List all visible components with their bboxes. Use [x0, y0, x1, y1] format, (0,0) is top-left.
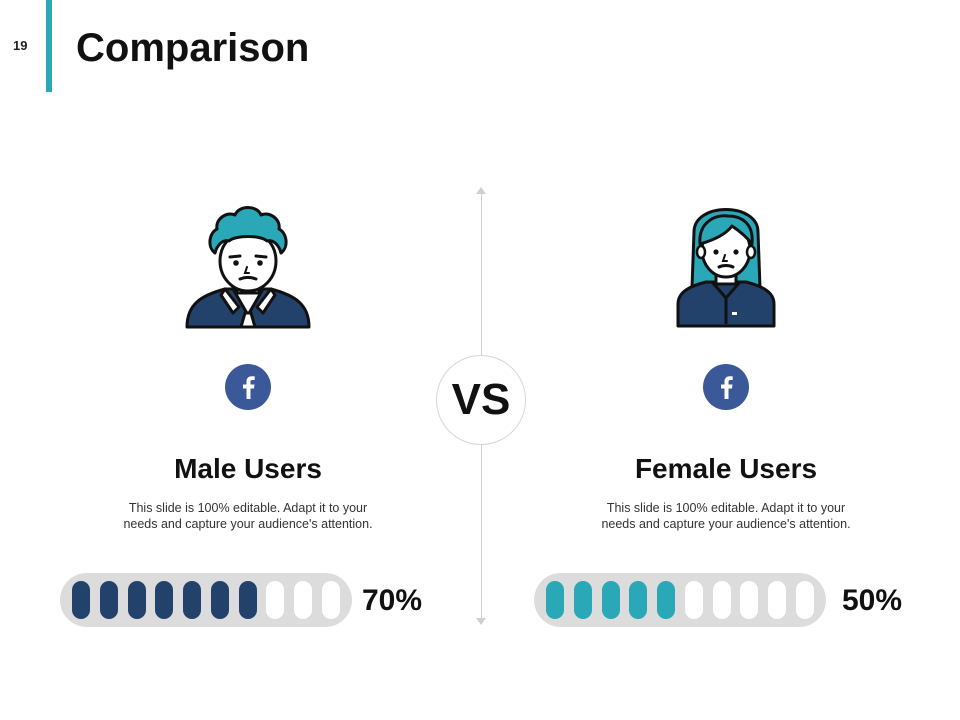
female-progress-empty-segment: [712, 581, 731, 619]
male-progress-filled-segment: [72, 581, 90, 619]
female-progress-filled-segment: [601, 581, 620, 619]
male-progress-empty-segment: [266, 581, 285, 619]
male-facebook-icon: [225, 364, 271, 410]
male-percent-label: 70%: [362, 584, 423, 617]
female-description-line-2: needs and capture your audience's attent…: [601, 517, 851, 531]
female-progress-filled-segment: [546, 581, 564, 619]
female-card-title: Female Users: [634, 453, 818, 484]
male-progress-filled-segment: [155, 581, 174, 619]
female-user-avatar: [676, 208, 776, 328]
male-progress-bar: [60, 573, 352, 627]
male-card-description: This slide is 100% editable. Adapt it to…: [88, 500, 408, 532]
female-description-line-1: This slide is 100% editable. Adapt it to…: [606, 501, 846, 515]
male-progress-filled-segment: [238, 581, 257, 619]
female-progress-empty-segment: [768, 581, 787, 619]
female-progress-empty-segment: [795, 581, 814, 619]
facebook-icon: [703, 364, 749, 410]
arrow-up-icon: [476, 187, 486, 194]
female-facebook-icon: [703, 364, 749, 410]
female-progress-empty-segment: [740, 581, 759, 619]
female-progress-filled-segment: [573, 581, 592, 619]
facebook-icon: [225, 364, 271, 410]
page-title: Comparison: [76, 26, 310, 70]
female-card-description: This slide is 100% editable. Adapt it to…: [566, 500, 886, 532]
male-progress-empty-segment: [321, 581, 340, 619]
female-progress-filled-segment: [657, 581, 676, 619]
male-description-line-1: This slide is 100% editable. Adapt it to…: [128, 501, 368, 515]
male-progress-filled-segment: [210, 581, 229, 619]
male-card-title: Male Users: [174, 453, 322, 484]
male-progress-filled-segment: [127, 581, 146, 619]
vs-badge: VS: [436, 355, 526, 445]
female-percent-label: 50%: [842, 584, 903, 617]
slide-number: 19: [13, 38, 28, 53]
male-progress-filled-segment: [183, 581, 202, 619]
arrow-down-icon: [476, 618, 486, 625]
male-description-line-2: needs and capture your audience's attent…: [123, 517, 373, 531]
male-user-avatar: [185, 206, 311, 329]
male-progress-empty-segment: [294, 581, 313, 619]
title-accent-bar: [46, 0, 52, 92]
female-progress-empty-segment: [684, 581, 703, 619]
male-progress-filled-segment: [99, 581, 118, 619]
female-progress-filled-segment: [629, 581, 648, 619]
female-progress-bar: [534, 573, 826, 627]
